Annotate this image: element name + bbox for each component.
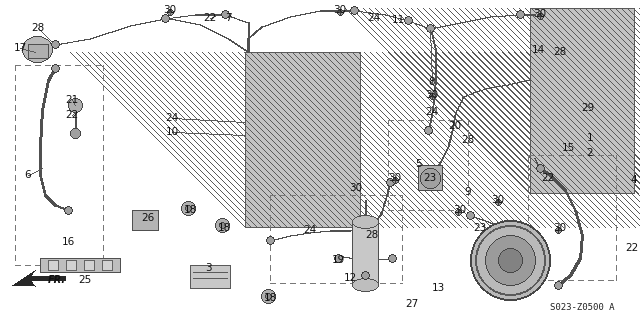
Text: 22: 22 xyxy=(65,110,79,120)
Text: 28: 28 xyxy=(365,230,379,240)
Text: 2: 2 xyxy=(587,148,593,158)
Text: 25: 25 xyxy=(78,275,92,285)
Text: 17: 17 xyxy=(13,43,27,53)
Text: 29: 29 xyxy=(581,103,595,113)
Text: 13: 13 xyxy=(431,283,445,293)
Text: 26: 26 xyxy=(141,213,155,223)
Text: 30: 30 xyxy=(333,5,347,15)
Text: 5: 5 xyxy=(415,159,421,169)
Text: 11: 11 xyxy=(392,15,404,25)
Text: 18: 18 xyxy=(218,223,230,233)
Text: 18: 18 xyxy=(184,205,196,215)
Text: 30: 30 xyxy=(533,9,547,19)
Text: 1: 1 xyxy=(587,133,593,143)
Text: 22: 22 xyxy=(625,243,639,253)
Text: 20: 20 xyxy=(449,121,461,131)
Text: 22: 22 xyxy=(204,13,216,23)
Text: 30: 30 xyxy=(426,90,438,100)
Text: S023-Z0500 A: S023-Z0500 A xyxy=(550,303,614,313)
Text: 23: 23 xyxy=(424,173,436,183)
Text: 24: 24 xyxy=(426,107,438,117)
Text: 18: 18 xyxy=(264,293,276,303)
Text: 27: 27 xyxy=(405,299,419,309)
Text: 16: 16 xyxy=(61,237,75,247)
Text: 24: 24 xyxy=(303,225,317,235)
Text: 10: 10 xyxy=(165,127,179,137)
Text: 24: 24 xyxy=(367,13,381,23)
Text: 30: 30 xyxy=(349,183,363,193)
Text: 28: 28 xyxy=(461,135,475,145)
Text: 22: 22 xyxy=(541,173,555,183)
Text: 28: 28 xyxy=(554,47,566,57)
Text: 7: 7 xyxy=(225,13,231,23)
Text: 28: 28 xyxy=(31,23,45,33)
Text: 30: 30 xyxy=(492,195,504,205)
Text: 30: 30 xyxy=(554,223,566,233)
Text: FR.: FR. xyxy=(48,275,66,285)
Text: 15: 15 xyxy=(561,143,575,153)
Text: 21: 21 xyxy=(65,95,79,105)
Text: 14: 14 xyxy=(531,45,545,55)
Text: 23: 23 xyxy=(474,223,486,233)
Text: 8: 8 xyxy=(429,77,435,87)
Text: 30: 30 xyxy=(453,205,467,215)
Text: 30: 30 xyxy=(163,5,177,15)
Text: 30: 30 xyxy=(388,173,401,183)
Text: 9: 9 xyxy=(465,187,471,197)
Text: 24: 24 xyxy=(165,113,179,123)
Text: 19: 19 xyxy=(332,255,344,265)
Text: 4: 4 xyxy=(630,175,637,185)
Text: 3: 3 xyxy=(205,263,211,273)
Text: 6: 6 xyxy=(25,170,31,180)
Text: 12: 12 xyxy=(344,273,356,283)
